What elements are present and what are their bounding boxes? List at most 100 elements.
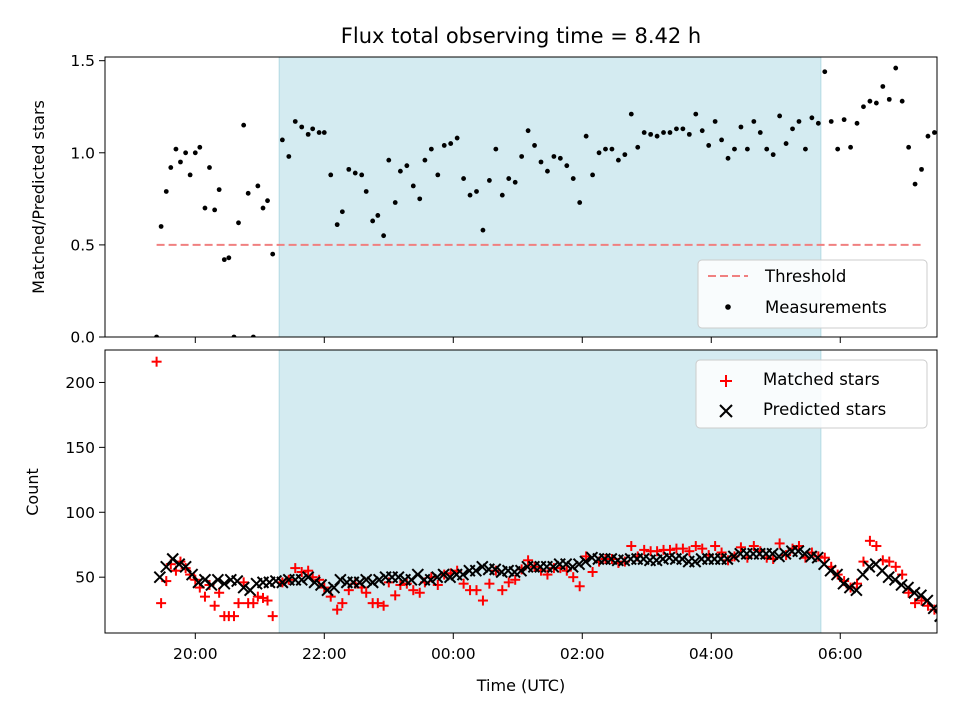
matched-point (954, 611, 960, 621)
matched-point (938, 611, 948, 621)
measurement-point (880, 84, 886, 89)
measurement-point (719, 137, 724, 143)
x-tick-label: 22:00 (302, 645, 347, 663)
matched-point (238, 577, 249, 588)
y-tick-label: 1.5 (70, 52, 95, 70)
predicted-point (476, 560, 489, 574)
measurement-point (346, 166, 352, 172)
predicted-point (779, 547, 792, 561)
matched-point (697, 543, 708, 554)
measurement-point (422, 157, 428, 163)
y-tick-label: 150 (65, 439, 95, 457)
measurement-point (428, 146, 434, 152)
measurement-point (577, 200, 583, 205)
measurement-point (363, 189, 369, 194)
measurement-point (375, 213, 381, 218)
measurement-point (622, 152, 628, 158)
measurement-point (732, 146, 737, 152)
predicted-point (172, 557, 186, 571)
measurement-point (410, 183, 416, 189)
measurement-point (615, 157, 621, 163)
measurement-point (686, 131, 692, 137)
measurement-point (404, 163, 410, 169)
matched-point (871, 541, 882, 552)
measurement-point (321, 130, 327, 135)
predicted-point (766, 547, 779, 561)
measurement-point (397, 168, 403, 174)
measurement-point (454, 135, 460, 141)
measurement-point (292, 119, 298, 124)
measurement-point (551, 154, 557, 159)
measurement-point (628, 111, 634, 117)
matched-point (233, 598, 244, 609)
matched-point (819, 552, 830, 563)
measurement-point (231, 334, 237, 337)
predicted-point (830, 568, 844, 581)
predicted-point (372, 573, 386, 586)
measurement-point (764, 146, 770, 152)
predicted-point (863, 560, 876, 574)
matched-point (523, 555, 534, 566)
matched-point (561, 565, 572, 576)
matched-point (151, 356, 162, 367)
bottom-legend-box (695, 359, 928, 429)
top-panel: 0.0 0.5 1.0 1.5 Matched/Predicted stars Thr… (29, 52, 956, 347)
measurement-point (352, 170, 358, 176)
predicted-point (927, 602, 937, 615)
measurement-point (893, 65, 899, 71)
top-y-ticks: 0.0 0.5 1.0 1.5 (70, 52, 105, 347)
measurement-point (674, 126, 679, 132)
predicted-point (798, 547, 811, 561)
measurement-point (946, 335, 951, 340)
measurement-point (590, 172, 595, 178)
measurement-point (596, 150, 602, 156)
measurement-point (202, 205, 208, 211)
measurement-point (941, 335, 946, 340)
measurement-point (641, 130, 647, 135)
measurement-point (381, 233, 387, 239)
measurement-point (467, 192, 473, 198)
x-tick-label: 06:00 (818, 645, 863, 663)
measurement-point (197, 144, 203, 150)
measurement-point (557, 155, 563, 161)
measurement-point (192, 150, 198, 156)
matched-point (568, 572, 579, 583)
measurement-point (359, 172, 365, 178)
predicted-point (153, 570, 167, 584)
measurement-point (370, 218, 376, 224)
measurement-point (286, 154, 292, 159)
measurement-point (835, 146, 841, 152)
matched-point (735, 542, 746, 553)
y-tick-label: 100 (65, 504, 95, 522)
measurement-point (435, 172, 441, 178)
x-tick-label: 00:00 (431, 645, 476, 663)
measurement-point (790, 126, 795, 132)
chart-title: Flux total observing time = 8.42 h (341, 24, 701, 48)
measurement-point (178, 159, 183, 165)
predicted-point (579, 555, 592, 568)
measurement-point (486, 178, 492, 183)
measurement-point (951, 335, 956, 340)
matched-point (944, 611, 954, 621)
legend-matched-label: Matched stars (763, 370, 880, 389)
measurement-point (525, 128, 531, 134)
measurement-point (822, 69, 828, 75)
measurement-point (461, 176, 466, 181)
predicted-point (934, 609, 937, 623)
measurement-point (316, 130, 322, 135)
matched-point (209, 600, 220, 611)
measurement-point (480, 227, 486, 233)
predicted-point (360, 573, 373, 586)
matched-point (484, 578, 495, 589)
measurement-point (603, 146, 608, 152)
measurement-point (260, 205, 266, 211)
measurement-point (661, 130, 666, 135)
measurement-point (770, 152, 776, 158)
y-tick-label: 50 (75, 569, 95, 587)
matched-point (156, 598, 167, 609)
y-tick-label: 0.5 (70, 236, 95, 254)
measurement-point (648, 131, 654, 137)
matched-point (664, 544, 675, 555)
matched-point (252, 591, 263, 602)
